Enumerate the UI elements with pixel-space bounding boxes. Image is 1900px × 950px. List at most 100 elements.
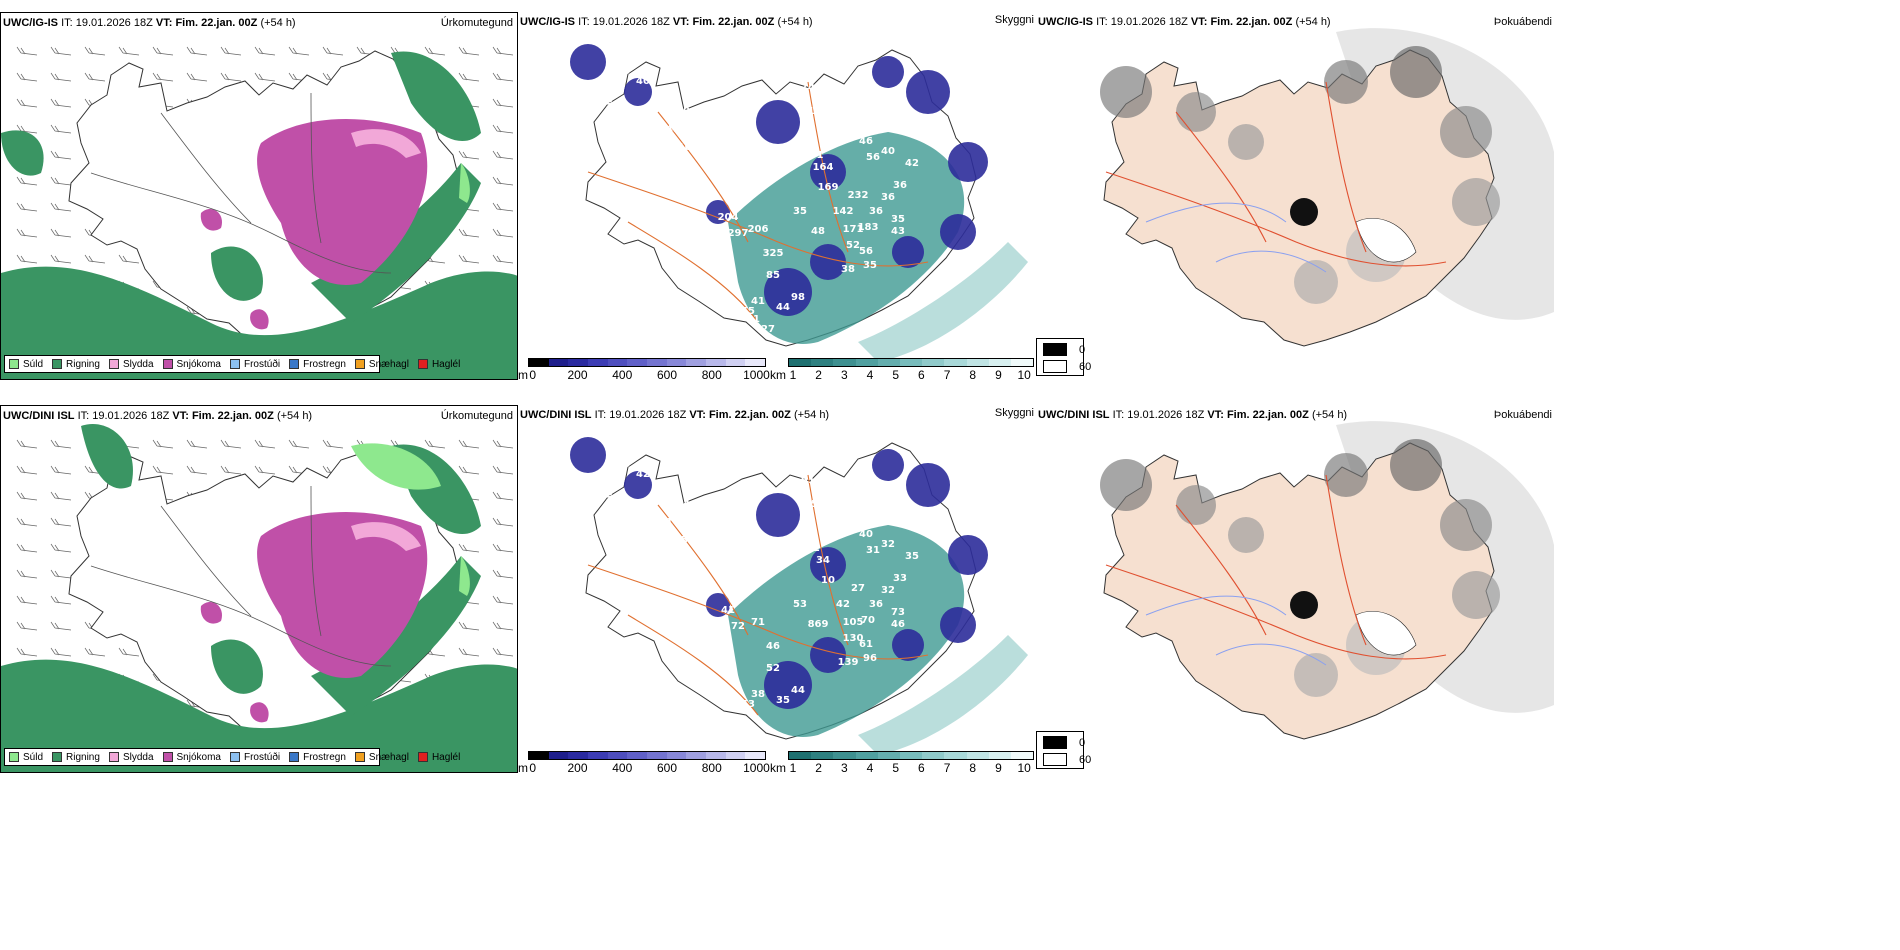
visibility-value-label: 44 [776, 302, 790, 313]
colorbar-unit: m [518, 368, 528, 382]
rain-west [1, 130, 44, 176]
low-cloud-patch [624, 471, 652, 499]
snow-patch-south [250, 702, 269, 723]
low-cloud-patch [810, 547, 846, 583]
fog-dense-patch [1290, 198, 1318, 226]
visibility-value-label: 32 [881, 585, 895, 596]
legend-swatch [229, 752, 240, 762]
visibility-value-label: 27 [851, 583, 865, 594]
visibility-value-label: 10 [666, 517, 680, 528]
legend-swatch [354, 752, 365, 762]
colorbar-unit: km [770, 761, 786, 775]
visibility-value-label: 74 [641, 122, 655, 133]
visibility-title-bottom: Skyggni [994, 407, 1034, 419]
precip-legend-top: Súld Rigning Slydda Snjókoma Frostúði Frostre… [4, 355, 460, 373]
fog-legend-top: 0 60 [1036, 338, 1091, 376]
fog-title-bottom: Þokuábendi [1493, 409, 1552, 421]
low-cloud-patch [810, 154, 846, 190]
fog-header-top: UWC/IG-IS IT: 19.01.2026 18Z VT: Fim. 22… [1038, 16, 1331, 28]
visibility-value-label: 40 [636, 76, 650, 87]
visibility-value-label: 171 [843, 224, 864, 235]
visibility-value-label: 82 [806, 543, 820, 554]
visibility-value-label: 81 [746, 90, 760, 101]
precip-map-top [1, 46, 517, 379]
legend-label: Snjókoma [176, 751, 221, 763]
colorbar-tick: 600 [656, 368, 677, 382]
low-cloud-patch [940, 214, 976, 250]
visibility-value-label: 10 [676, 106, 690, 117]
visibility-header-bottom: UWC/DINI ISL IT: 19.01.2026 18Z VT: Fim.… [520, 409, 830, 421]
visibility-value-label: 232 [848, 190, 869, 201]
colorbar-tick: 9 [995, 761, 1002, 775]
fog-legend-bottom: 0 60 [1036, 731, 1091, 769]
fog-panel-bottom: UWC/DINI ISL IT: 19.01.2026 18Z VT: Fim.… [1036, 405, 1554, 775]
low-cloud-patch [624, 78, 652, 106]
legend-swatch [9, 359, 19, 369]
visibility-value-label: 35 [793, 206, 807, 217]
colorbar-tick: 6 [918, 761, 925, 775]
visibility-value-label: 85 [766, 270, 780, 281]
visibility-value-label: 45 [666, 124, 680, 135]
height-colorbar-bottom: m 0 200 400 600 800 1000 [518, 751, 770, 775]
visibility-value-label: 31 [746, 314, 760, 325]
colorbar-strip [528, 751, 766, 760]
drizzle-north [351, 443, 441, 490]
visibility-value-label: 56 [866, 152, 880, 163]
visibility-value-label: 53 [741, 699, 755, 710]
fog-patch [1100, 66, 1152, 118]
visibility-value-label: 130 [843, 633, 864, 644]
visibility-value-label: 38 [751, 689, 765, 700]
precip-header-top: UWC/IG-IS IT: 19.01.2026 18Z VT: Fim. 22… [3, 17, 296, 29]
visibility-value-label: 325 [763, 248, 784, 259]
visibility-value-label: 42 [836, 599, 850, 610]
low-cloud-patch [872, 56, 904, 88]
legend-swatch [417, 359, 428, 369]
colorbar-strip [528, 358, 766, 367]
colorbar-tick: 5 [892, 761, 900, 775]
legend-item: Rigning [52, 359, 100, 370]
roads [1105, 81, 1447, 267]
roads [90, 92, 392, 274]
drizzle-area [459, 163, 470, 203]
colorbar-tick: 800 [701, 368, 722, 382]
low-cloud-patch [706, 593, 730, 617]
visibility-value-label: 38 [841, 264, 855, 275]
fog-patch [1294, 653, 1338, 697]
low-cloud-patch [756, 493, 800, 537]
colorbar-tick: 3 [840, 761, 848, 775]
fog-legend-label: 0 [1079, 343, 1086, 356]
legend-item: Snæhagl [354, 752, 409, 763]
legend-item: Frostúði [229, 751, 281, 763]
visibility-value-label: 61 [859, 639, 873, 650]
visibility-value-label: 109 [718, 150, 739, 161]
visibility-title-top: Skyggni [994, 14, 1034, 26]
visibility-value-label: 54 [606, 100, 620, 111]
colorbar-tick: 9 [995, 368, 1002, 382]
rain-area [1, 266, 517, 379]
visibility-panel-top: 78 40 54 10 74 45 162 172 109 168 81 74 118 41 151 164 1… [518, 12, 1036, 382]
fog-patch [1228, 517, 1264, 553]
fog-legend-label: 60 [1079, 360, 1092, 373]
visibility-value-label: 70 [861, 615, 875, 626]
legend-item: Súld [9, 752, 43, 763]
colorbar-tick: 4 [866, 368, 874, 382]
legend-swatch [52, 752, 63, 762]
fog-legend-swatch [1043, 753, 1067, 766]
fog-header-bottom: UWC/DINI ISL IT: 19.01.2026 18Z VT: Fim.… [1038, 409, 1348, 421]
fog-dense-patch [1290, 591, 1318, 619]
legend-label: Snjókoma [176, 358, 221, 370]
visibility-value-label: 46 [891, 619, 905, 630]
fog-map-bottom [1036, 405, 1554, 775]
colorbar-tick: 0 [529, 761, 537, 775]
low-cloud-patch [906, 463, 950, 507]
legend-label: Frostúði [243, 751, 281, 763]
snow-patch [200, 208, 222, 231]
visibility-value-label: 42 [636, 469, 650, 480]
legend-swatch [108, 359, 119, 369]
low-cloud-patch [764, 268, 812, 316]
colorbar-tick: 1 [789, 368, 797, 382]
fog-map-top [1036, 12, 1554, 382]
legend-label: Slydda [122, 358, 154, 370]
